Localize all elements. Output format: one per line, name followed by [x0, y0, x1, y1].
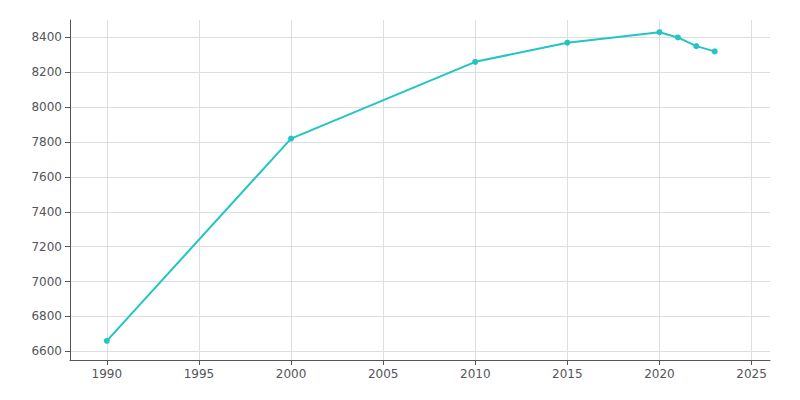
svg-text:6800: 6800 [31, 309, 62, 323]
svg-text:2015: 2015 [552, 367, 583, 381]
svg-text:8400: 8400 [31, 30, 62, 44]
svg-text:7800: 7800 [31, 135, 62, 149]
svg-text:1995: 1995 [184, 367, 215, 381]
svg-text:6600: 6600 [31, 344, 62, 358]
svg-text:7000: 7000 [31, 275, 62, 289]
svg-text:7400: 7400 [31, 205, 62, 219]
svg-text:7600: 7600 [31, 170, 62, 184]
svg-text:2010: 2010 [460, 367, 491, 381]
svg-text:2025: 2025 [736, 367, 767, 381]
svg-text:8000: 8000 [31, 100, 62, 114]
svg-text:1990: 1990 [92, 367, 123, 381]
svg-text:2005: 2005 [368, 367, 399, 381]
svg-text:8200: 8200 [31, 65, 62, 79]
svg-text:2020: 2020 [644, 367, 675, 381]
svg-text:2000: 2000 [276, 367, 307, 381]
svg-text:7200: 7200 [31, 240, 62, 254]
